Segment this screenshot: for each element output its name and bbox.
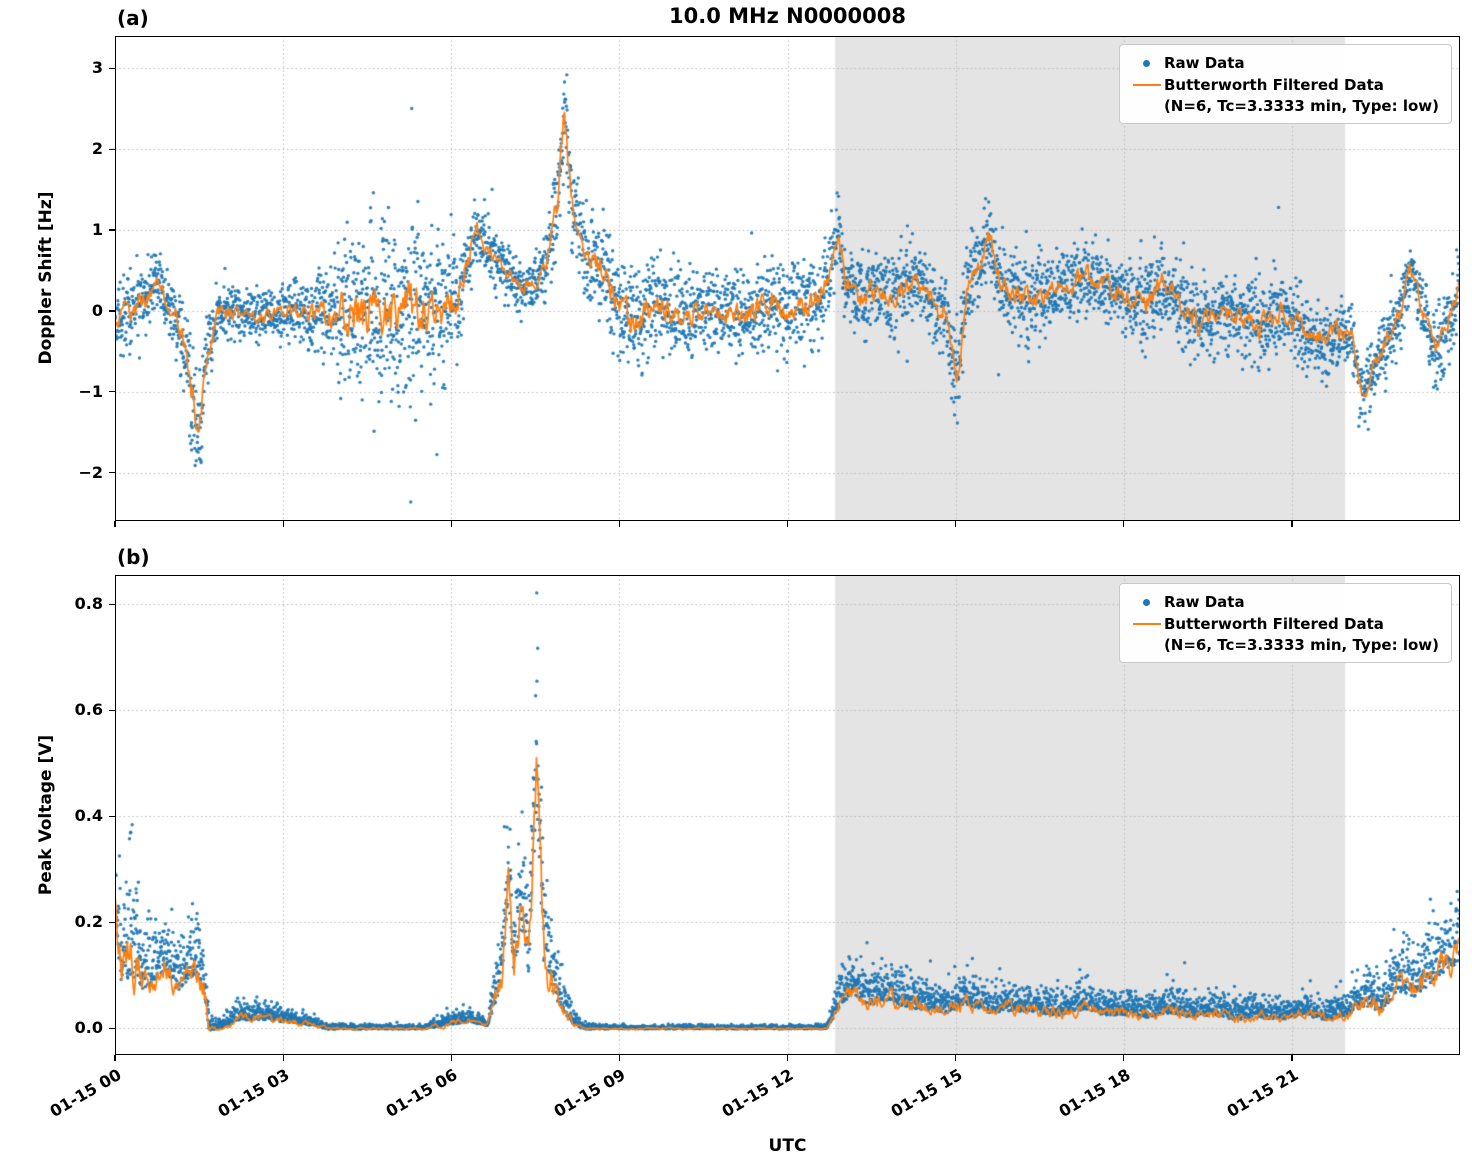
figure-title: 10.0 MHz N0000008 xyxy=(669,4,906,28)
x-tick-mark xyxy=(450,521,452,527)
y-tick-label: 0.0 xyxy=(74,1018,103,1038)
raw-data-marker-icon xyxy=(1143,598,1151,606)
x-tick-mark xyxy=(1123,521,1125,527)
x-tick-mark xyxy=(1291,521,1293,527)
y-tick-mark xyxy=(109,815,115,818)
legend-filtered-label: Butterworth Filtered Data xyxy=(1163,76,1384,94)
y-tick-label: 0.6 xyxy=(74,700,103,720)
x-tick-mark xyxy=(282,1055,284,1061)
filtered-data-marker-icon xyxy=(1132,623,1161,625)
y-tick-mark xyxy=(109,310,115,312)
panel-b-label: (b) xyxy=(117,545,150,569)
x-tick-mark xyxy=(450,1055,452,1061)
y-tick-label: 0.4 xyxy=(74,806,103,826)
x-tick-mark xyxy=(618,521,621,527)
doppler-plot-area: Raw Data Butterworth Filtered Data (N=6,… xyxy=(115,36,1460,521)
y-tick-label: 2 xyxy=(91,139,103,159)
y-tick-label: 1 xyxy=(91,220,103,239)
voltage-legend: Raw Data Butterworth Filtered Data (N=6,… xyxy=(1118,583,1452,663)
y-tick-mark xyxy=(109,391,115,393)
doppler-y-axis-label: Doppler Shift [Hz] xyxy=(36,191,56,365)
y-tick-mark xyxy=(109,67,115,70)
y-tick-label: −1 xyxy=(78,381,103,401)
y-tick-mark xyxy=(109,1027,115,1030)
legend-filtered-label: Butterworth Filtered Data xyxy=(1163,615,1384,633)
panel-a-label: (a) xyxy=(117,6,149,30)
x-tick-mark xyxy=(1123,1055,1125,1061)
doppler-legend: Raw Data Butterworth Filtered Data (N=6,… xyxy=(1118,44,1452,124)
y-tick-mark xyxy=(109,229,115,231)
x-axis-label: UTC xyxy=(768,1136,807,1156)
x-tick-mark xyxy=(282,521,284,527)
y-tick-label: 0 xyxy=(91,300,103,320)
y-tick-label: 3 xyxy=(91,58,103,78)
y-tick-mark xyxy=(109,148,115,150)
y-tick-mark xyxy=(109,921,115,924)
y-tick-label: 0.2 xyxy=(74,912,103,932)
voltage-plot-area: Raw Data Butterworth Filtered Data (N=6,… xyxy=(115,575,1460,1055)
y-tick-mark xyxy=(109,471,115,474)
legend-filtered-params: (N=6, Tc=3.3333 min, Type: low) xyxy=(1163,97,1439,115)
y-tick-mark xyxy=(109,709,115,711)
y-tick-label: 0.8 xyxy=(74,594,103,614)
x-tick-mark xyxy=(114,521,116,527)
x-tick-mark xyxy=(786,1055,789,1061)
x-tick-mark xyxy=(955,521,957,527)
y-tick-mark xyxy=(109,603,115,605)
x-tick-mark xyxy=(618,1055,621,1061)
x-tick-mark xyxy=(955,1055,957,1061)
raw-data-marker-icon xyxy=(1143,59,1151,67)
x-tick-mark xyxy=(1291,1055,1293,1061)
y-tick-label: −2 xyxy=(78,462,103,482)
legend-raw-label: Raw Data xyxy=(1163,54,1245,72)
x-tick-mark xyxy=(786,521,789,527)
filtered-data-marker-icon xyxy=(1132,84,1161,86)
legend-filtered-params: (N=6, Tc=3.3333 min, Type: low) xyxy=(1163,636,1439,654)
legend-raw-label: Raw Data xyxy=(1163,593,1245,611)
x-tick-mark xyxy=(114,1055,116,1061)
